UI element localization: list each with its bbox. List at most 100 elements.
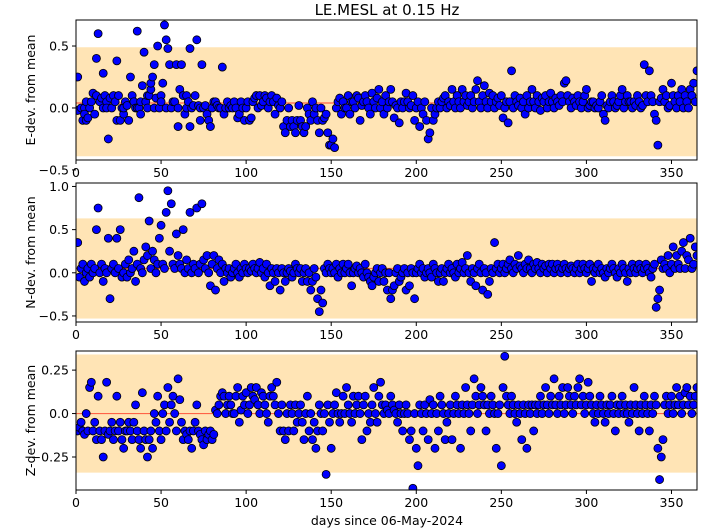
data-point xyxy=(651,115,661,125)
data-point xyxy=(233,383,243,392)
data-point xyxy=(93,29,103,39)
data-point xyxy=(76,238,83,247)
x-tick-label: 350 xyxy=(660,327,684,342)
data-point xyxy=(563,383,573,392)
data-point xyxy=(234,417,244,427)
data-point xyxy=(685,233,695,243)
data-point xyxy=(245,400,254,410)
data-point xyxy=(178,225,188,235)
data-point xyxy=(410,115,419,125)
data-point xyxy=(512,417,522,427)
data-point xyxy=(243,409,253,418)
data-point xyxy=(146,426,156,436)
data-point xyxy=(496,91,506,100)
x-tick-label: 50 xyxy=(153,165,169,180)
data-point xyxy=(151,417,161,427)
data-point xyxy=(617,391,627,401)
data-point xyxy=(658,435,668,445)
data-point xyxy=(137,268,147,278)
data-point xyxy=(161,207,171,217)
data-point xyxy=(360,259,370,269)
x-tick-label: 300 xyxy=(574,327,598,342)
data-point xyxy=(682,383,692,392)
data-point xyxy=(156,97,166,107)
data-point xyxy=(280,435,290,445)
data-point xyxy=(136,443,146,453)
data-point xyxy=(114,91,123,100)
data-point xyxy=(226,400,236,410)
data-point xyxy=(582,84,591,94)
y-tick-label: 0.0 xyxy=(49,406,69,421)
data-point xyxy=(367,400,377,410)
data-point xyxy=(115,225,125,235)
data-point xyxy=(124,115,134,125)
data-point xyxy=(165,417,174,427)
data-point xyxy=(347,417,357,427)
data-point xyxy=(302,391,312,401)
x-tick-label: 350 xyxy=(660,495,684,510)
data-point xyxy=(275,285,285,295)
x-tick-label: 300 xyxy=(574,165,598,180)
data-point xyxy=(321,109,331,119)
data-point xyxy=(318,298,328,308)
data-point xyxy=(411,443,421,453)
data-point xyxy=(469,374,479,384)
data-point xyxy=(495,400,505,410)
data-point xyxy=(190,91,200,100)
data-point xyxy=(117,435,127,445)
data-point xyxy=(408,483,418,490)
data-point xyxy=(93,203,103,213)
data-point xyxy=(466,426,476,436)
data-point xyxy=(343,259,353,269)
data-point xyxy=(260,400,270,410)
data-point xyxy=(299,435,309,445)
data-point xyxy=(156,435,166,445)
data-point xyxy=(447,84,457,94)
data-point xyxy=(86,377,96,387)
data-point xyxy=(137,388,147,398)
data-point xyxy=(490,238,499,247)
data-point xyxy=(471,84,481,94)
x-tick-label: 200 xyxy=(404,495,428,510)
data-point xyxy=(98,68,108,78)
x-tick-label: 250 xyxy=(489,327,513,342)
data-point xyxy=(590,417,600,427)
data-point xyxy=(131,277,140,286)
data-point xyxy=(462,251,472,260)
data-point xyxy=(610,426,620,436)
data-point xyxy=(522,443,532,453)
data-point xyxy=(413,461,423,471)
data-point xyxy=(144,435,154,445)
x-tick-label: 0 xyxy=(72,327,80,342)
data-point xyxy=(655,285,664,295)
data-point xyxy=(268,391,278,401)
data-point xyxy=(330,400,340,410)
data-point xyxy=(161,35,171,45)
data-point xyxy=(92,54,101,63)
data-point xyxy=(98,277,108,286)
data-point xyxy=(153,391,163,401)
data-point xyxy=(170,409,180,418)
data-point xyxy=(650,391,659,401)
x-tick-label: 50 xyxy=(153,327,169,342)
data-point xyxy=(102,377,112,387)
data-point xyxy=(485,277,494,286)
data-point xyxy=(493,409,503,418)
data-point xyxy=(554,391,564,401)
data-point xyxy=(639,60,649,70)
data-point xyxy=(297,417,307,427)
data-point xyxy=(451,391,460,401)
data-point xyxy=(471,281,481,291)
data-point xyxy=(212,409,222,418)
y-tick-label: 0.5 xyxy=(49,39,69,54)
data-point xyxy=(365,109,375,119)
data-point xyxy=(182,255,191,265)
data-point xyxy=(405,281,414,291)
data-point xyxy=(163,44,173,53)
data-point xyxy=(330,143,340,153)
data-point xyxy=(131,400,140,410)
data-point xyxy=(580,409,590,418)
data-point xyxy=(541,383,550,392)
data-point xyxy=(481,426,491,436)
data-point xyxy=(197,60,207,70)
